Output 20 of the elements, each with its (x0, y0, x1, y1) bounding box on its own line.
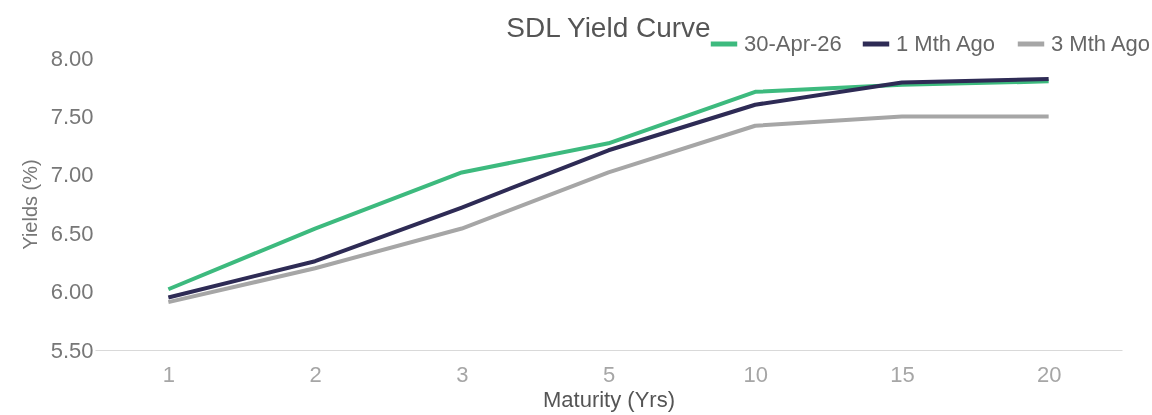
x-tick-label: 20 (1036, 361, 1062, 387)
y-tick-label: 7.00 (50, 162, 94, 188)
y-axis-title: Yields (%) (18, 159, 41, 250)
x-tick-label: 5 (602, 361, 616, 387)
legend-label: 1 Mth Ago (896, 31, 996, 56)
y-tick-label: 8.00 (50, 45, 94, 71)
x-axis-title: Maturity (Yrs) (543, 386, 675, 412)
y-tick-label: 6.00 (50, 279, 94, 305)
line-series (166, 114, 1051, 305)
y-tick-label: 6.50 (50, 220, 94, 246)
y-tick-label: 5.50 (50, 337, 94, 363)
legend-label: 30-Apr-26 (744, 31, 842, 56)
y-tick-label: 7.50 (50, 103, 94, 129)
chart-title: SDL Yield Curve (506, 12, 711, 43)
x-tick-label: 15 (890, 361, 915, 387)
x-tick-label: 1 (162, 361, 175, 387)
x-tick-label: 3 (456, 361, 469, 387)
x-tick-label: 10 (743, 361, 768, 387)
legend-label: 3 Mth Ago (1051, 31, 1151, 56)
x-tick-label: 2 (309, 361, 322, 387)
